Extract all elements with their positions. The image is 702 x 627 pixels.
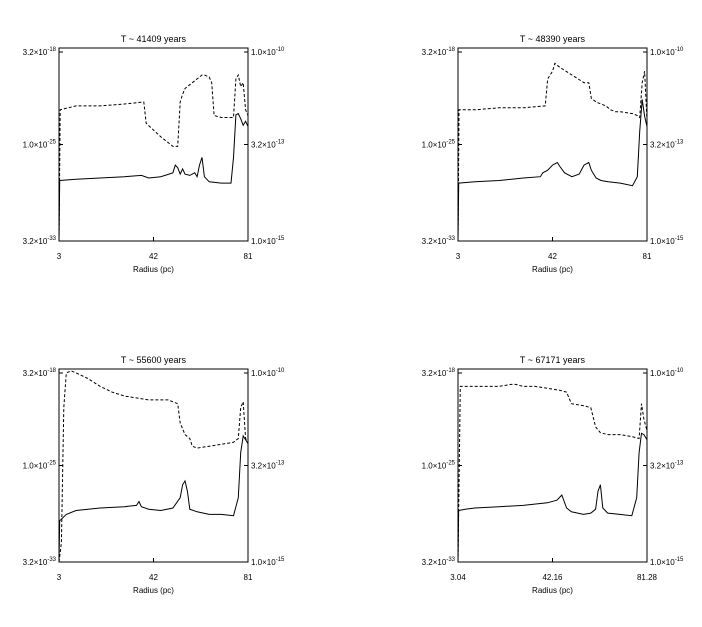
y-right-tick-label: 3.2×10-13 — [251, 461, 285, 471]
chart-panel-4: T ~ 67171 years 3.04 42.16 81.28 Radius (pc)… — [422, 355, 684, 595]
y-right-tick-label: 1.0×10-15 — [650, 557, 684, 567]
series-line-dashed — [457, 383, 648, 563]
series-line-dashed — [58, 370, 249, 563]
x-tick-label: 3 — [57, 252, 62, 261]
x-tick-label: 3 — [57, 573, 62, 582]
y-left-tick-label: 3.2×10-18 — [23, 47, 57, 57]
chart-panel-2: T ~ 48390 years 3 42 81 Radius (pc) 3.2×10-18… — [422, 34, 684, 274]
x-tick-label: 3 — [456, 252, 461, 261]
y-right-tick-label: 1.0×10-10 — [251, 47, 285, 57]
y-right-tick-label: 3.2×10-13 — [650, 461, 684, 471]
y-left-tick-label: 1.0×10-25 — [422, 461, 456, 471]
x-tick-label: 42.16 — [542, 573, 563, 582]
x-axis-label: Radius (pc) — [133, 265, 174, 274]
y-left-tick-label: 3.2×10-18 — [422, 47, 456, 57]
series-line-solid — [457, 432, 648, 563]
y-left-tick-label: 3.2×10-18 — [23, 368, 57, 378]
series-line-dashed — [58, 73, 249, 242]
plot-frame — [457, 368, 648, 563]
series-line-solid — [457, 99, 648, 242]
x-tick-label: 81 — [643, 252, 652, 261]
series-line-solid — [58, 434, 249, 563]
x-axis-label: Radius (pc) — [133, 586, 174, 595]
plot-frame — [58, 368, 249, 563]
x-tick-label: 42 — [149, 573, 158, 582]
x-axis-label: Radius (pc) — [532, 586, 573, 595]
y-left-tick-label: 3.2×10-18 — [422, 368, 456, 378]
y-right-tick-label: 1.0×10-15 — [650, 236, 684, 246]
y-left-tick-label: 1.0×10-25 — [23, 140, 57, 150]
series-line-solid — [58, 112, 249, 242]
y-left-tick-label: 1.0×10-25 — [422, 140, 456, 150]
y-right-tick-label: 1.0×10-10 — [650, 47, 684, 57]
y-right-tick-label: 1.0×10-10 — [251, 368, 285, 378]
chart-title: T ~ 55600 years — [121, 355, 187, 365]
x-tick-label: 42 — [548, 252, 557, 261]
x-tick-label: 81 — [244, 573, 253, 582]
y-left-tick-label: 3.2×10-33 — [422, 236, 456, 246]
y-right-tick-label: 3.2×10-13 — [650, 140, 684, 150]
y-left-tick-label: 3.2×10-33 — [23, 557, 57, 567]
y-right-tick-label: 1.0×10-15 — [251, 236, 285, 246]
chart-title: T ~ 48390 years — [520, 34, 586, 44]
y-right-tick-label: 3.2×10-13 — [251, 140, 285, 150]
x-tick-label: 3.04 — [450, 573, 466, 582]
chart-title: T ~ 67171 years — [520, 355, 586, 365]
plot-frame — [58, 47, 249, 242]
x-tick-label: 81 — [244, 252, 253, 261]
x-tick-label: 81.28 — [637, 573, 658, 582]
x-tick-label: 42 — [149, 252, 158, 261]
chart-panel-3: T ~ 55600 years 3 42 81 Radius (pc) 3.2×10-18… — [23, 355, 285, 595]
chart-title: T ~ 41409 years — [121, 34, 187, 44]
y-left-tick-label: 1.0×10-25 — [23, 461, 57, 471]
y-right-tick-label: 1.0×10-10 — [650, 368, 684, 378]
y-left-tick-label: 3.2×10-33 — [422, 557, 456, 567]
y-left-tick-label: 3.2×10-33 — [23, 236, 57, 246]
chart-panel-1: T ~ 41409 years 3 42 81 Radius (pc) 3.2×10-18… — [23, 34, 285, 274]
x-axis-label: Radius (pc) — [532, 265, 573, 274]
series-line-dashed — [457, 62, 648, 242]
y-right-tick-label: 1.0×10-15 — [251, 557, 285, 567]
plot-frame — [457, 47, 648, 242]
